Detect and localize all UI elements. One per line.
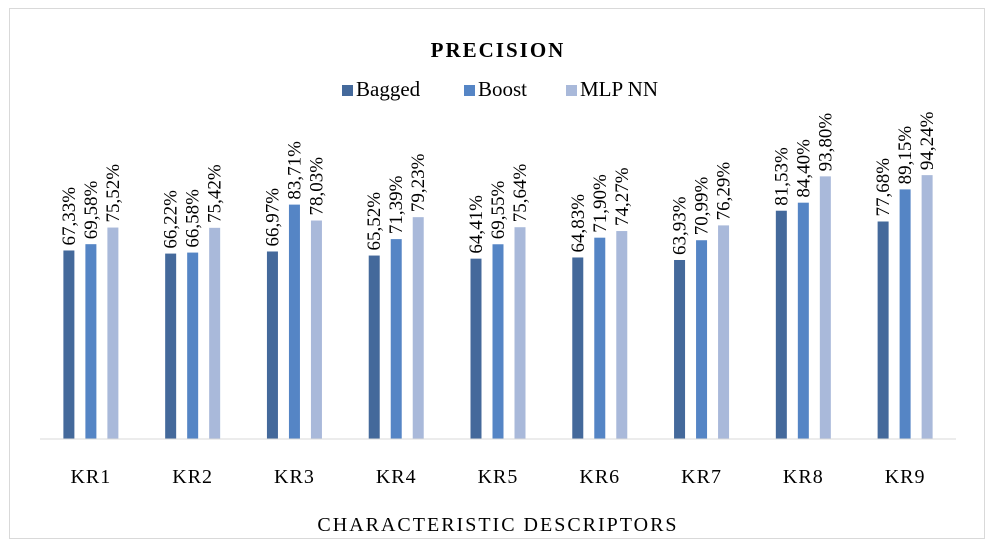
- legend-label: Bagged: [356, 77, 421, 101]
- x-tick-label: KR2: [172, 466, 213, 488]
- chart-legend: Bagged Boost MLP NN: [342, 77, 658, 101]
- bar-mlp-nn-kr1: [107, 227, 119, 439]
- data-label-group: 67,33% 69,58% 75,52% 66,22% 66,58% 75,42% 66,9…: [59, 111, 938, 255]
- chart-container: PRECISION Bagged Boost MLP NN 67,33% 69,58%…: [9, 8, 985, 539]
- bar-bagged-kr4: [368, 255, 380, 439]
- data-label: 66,97%: [262, 188, 283, 247]
- bar-mlp-nn-kr8: [819, 176, 831, 440]
- data-label: 81,53%: [771, 147, 792, 206]
- bar-mlp-nn-kr4: [412, 217, 424, 439]
- bar-group: [63, 175, 933, 440]
- data-label: 75,42%: [205, 164, 226, 223]
- data-label: 83,71%: [284, 141, 305, 200]
- bar-mlp-nn-kr7: [718, 225, 730, 439]
- data-label: 69,58%: [81, 180, 102, 239]
- data-label: 76,29%: [714, 162, 735, 221]
- data-label: 70,99%: [692, 176, 713, 235]
- bar-bagged-kr7: [674, 259, 686, 439]
- x-tick-label: KR8: [783, 466, 824, 488]
- x-axis-title: CHARACTERISTIC DESCRIPTORS: [317, 514, 678, 536]
- bar-boost-kr7: [696, 240, 708, 439]
- x-tick-label: KR7: [681, 466, 722, 488]
- bar-boost-kr5: [492, 244, 504, 439]
- bar-boost-kr6: [594, 237, 606, 439]
- data-label: 63,93%: [670, 196, 691, 255]
- bar-bagged-kr9: [877, 221, 889, 439]
- legend-label: Boost: [478, 77, 527, 101]
- data-label: 74,27%: [612, 167, 633, 226]
- x-tick-label: KR4: [376, 466, 417, 488]
- bar-bagged-kr5: [470, 258, 482, 439]
- data-label: 67,33%: [59, 187, 80, 246]
- data-label: 84,40%: [793, 139, 814, 198]
- bar-mlp-nn-kr9: [921, 175, 933, 440]
- bar-boost-kr8: [797, 202, 809, 439]
- bar-boost-kr1: [85, 244, 97, 439]
- bar-bagged-kr3: [266, 251, 278, 439]
- bar-mlp-nn-kr3: [310, 220, 322, 439]
- chart-title: PRECISION: [431, 38, 566, 62]
- legend-swatch: [342, 85, 353, 96]
- data-label: 66,22%: [161, 190, 182, 249]
- data-label: 78,03%: [306, 157, 327, 216]
- bar-mlp-nn-kr2: [209, 227, 221, 439]
- data-label: 71,90%: [590, 174, 611, 233]
- bar-mlp-nn-kr6: [616, 231, 628, 439]
- bar-mlp-nn-kr5: [514, 227, 526, 439]
- data-label: 66,58%: [183, 189, 204, 248]
- bar-boost-kr2: [187, 252, 199, 439]
- x-tick-label: KR6: [579, 466, 620, 488]
- data-label: 69,55%: [488, 181, 509, 240]
- data-label: 71,39%: [386, 175, 407, 234]
- data-label: 93,80%: [815, 113, 836, 172]
- bar-chart: PRECISION Bagged Boost MLP NN 67,33% 69,58%…: [40, 38, 956, 536]
- bar-bagged-kr8: [775, 210, 787, 439]
- x-tick-label: KR3: [274, 466, 315, 488]
- x-tick-label: KR9: [885, 466, 926, 488]
- bar-boost-kr3: [288, 204, 300, 439]
- data-label: 79,23%: [408, 153, 429, 212]
- bar-boost-kr9: [899, 189, 911, 439]
- x-tick-label: KR1: [70, 466, 111, 488]
- data-label: 65,52%: [364, 192, 385, 251]
- legend-swatch: [464, 85, 475, 96]
- x-tick-labels: KR1 KR2 KR3 KR4 KR5 KR6 KR7 KR8 KR9: [70, 466, 926, 488]
- data-label: 64,41%: [466, 195, 487, 254]
- data-label: 94,24%: [917, 111, 938, 170]
- data-label: 89,15%: [895, 126, 916, 185]
- legend-label: MLP NN: [580, 77, 658, 101]
- bar-bagged-kr2: [165, 253, 177, 439]
- bar-boost-kr4: [390, 239, 402, 439]
- data-label: 77,68%: [873, 158, 894, 217]
- data-label: 75,52%: [103, 164, 124, 223]
- data-label: 75,64%: [510, 163, 531, 222]
- data-label: 64,83%: [568, 194, 589, 253]
- bar-bagged-kr1: [63, 250, 75, 439]
- x-tick-label: KR5: [478, 466, 519, 488]
- legend-swatch: [566, 85, 577, 96]
- bar-bagged-kr6: [572, 257, 584, 439]
